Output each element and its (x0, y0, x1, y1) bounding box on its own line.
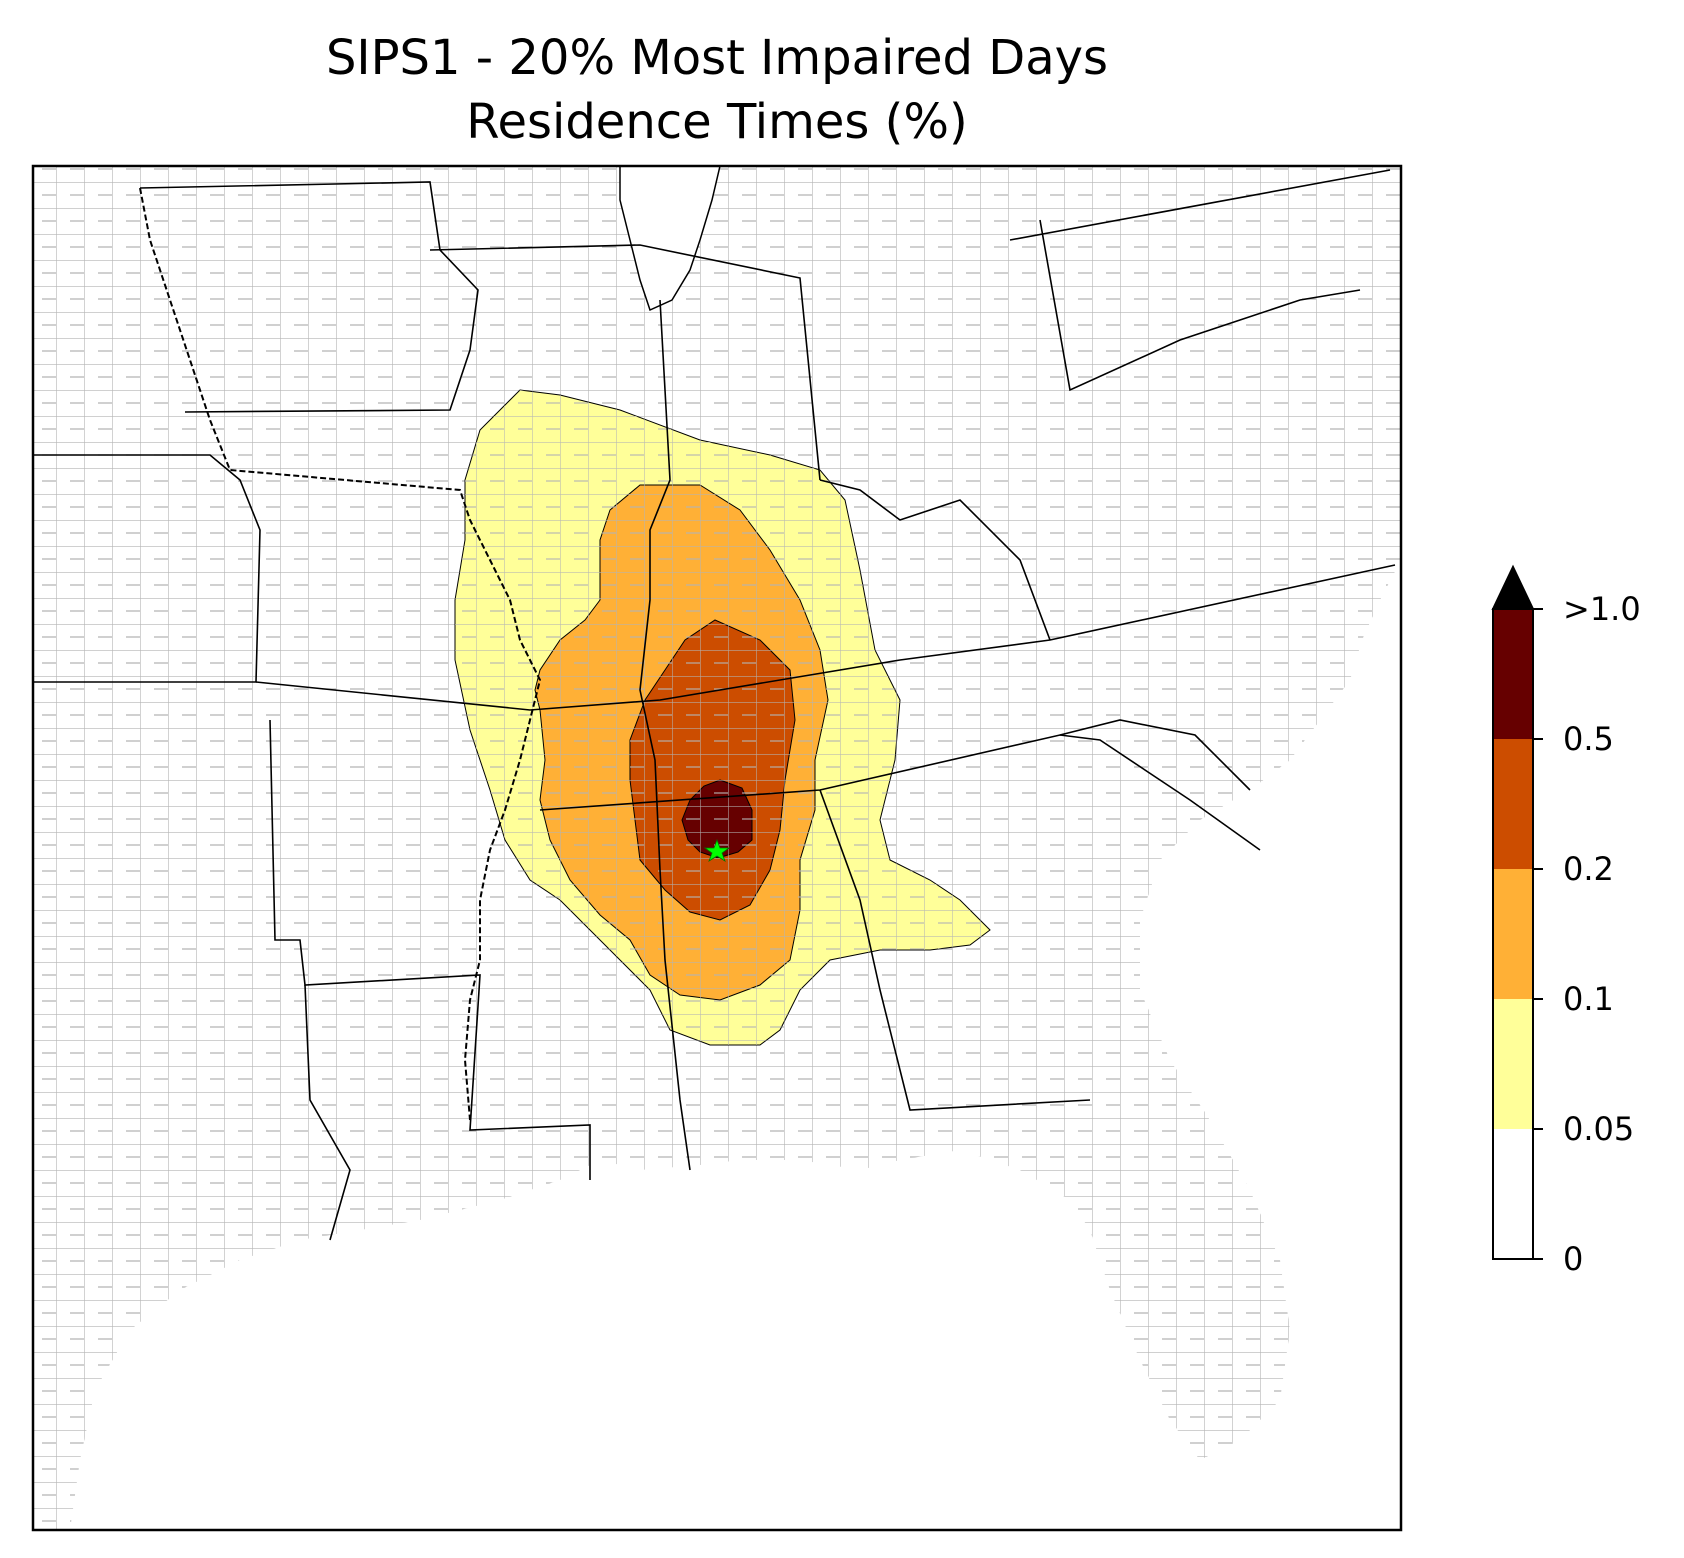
colorbar-tick-label: >1.0 (1563, 590, 1641, 628)
source-star-icon (703, 838, 731, 862)
colorbar-tick-label: 0.05 (1563, 1110, 1635, 1148)
colorbar-extend-arrow (1491, 564, 1535, 610)
colorbar-tick-label: 0 (1563, 1240, 1584, 1278)
chart-title-line1: SIPS1 - 20% Most Impaired Days (325, 30, 1109, 86)
colorbar-tick-label: 0.5 (1563, 720, 1614, 758)
colorbar-band-4 (1493, 609, 1533, 739)
colorbar-band-0 (1493, 1129, 1533, 1259)
chart-title-line2: Residence Times (%) (466, 94, 968, 150)
mississippi-river (139, 187, 542, 1121)
colorbar-band-1 (1493, 999, 1533, 1129)
map-frame (31, 164, 1403, 1532)
colorbar (1491, 564, 1543, 1260)
colorbar-outline (1492, 608, 1534, 1260)
lake-michigan (619, 166, 721, 312)
state-boundaries (33, 169, 1396, 1241)
colorbar-band-3 (1493, 739, 1533, 869)
colorbar-tick-label: 0.1 (1563, 980, 1614, 1018)
colorbar-band-2 (1493, 869, 1533, 999)
colorbar-tick-label: 0.2 (1563, 850, 1614, 888)
